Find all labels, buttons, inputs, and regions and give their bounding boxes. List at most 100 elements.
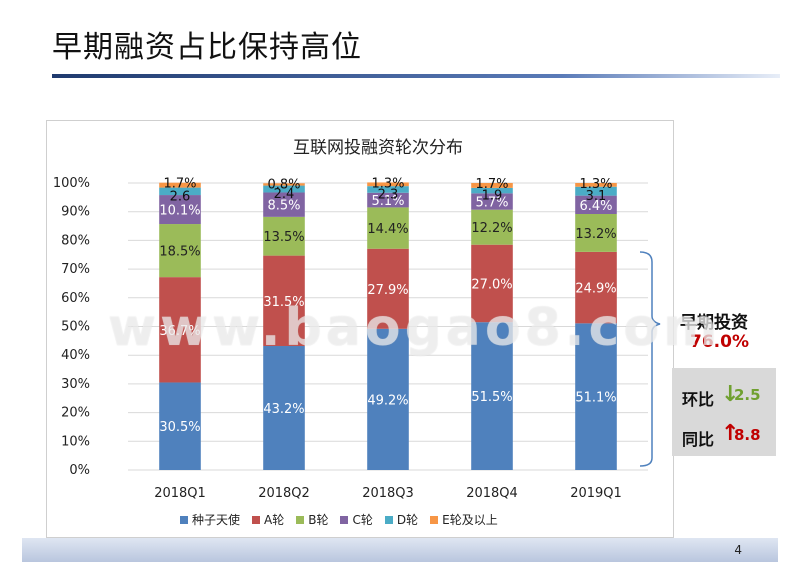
- legend-label: E轮及以上: [442, 513, 498, 527]
- data-label: 2.6: [170, 189, 191, 204]
- data-label: 1.3%: [371, 176, 404, 191]
- y-tick-label: 80%: [61, 233, 90, 248]
- data-label: 51.5%: [471, 390, 512, 405]
- bar-segment: [471, 322, 513, 470]
- bar-segment: [263, 192, 305, 217]
- chart-frame: [46, 120, 674, 538]
- data-label: 1.9: [482, 189, 503, 204]
- legend-item: E轮及以上: [430, 511, 498, 528]
- yoy-value: 8.8: [734, 426, 761, 444]
- x-tick-label: 2018Q3: [362, 486, 414, 501]
- legend-label: C轮: [352, 513, 373, 527]
- y-tick-label: 70%: [61, 262, 90, 277]
- early-investment-value: 76.0%: [690, 332, 749, 352]
- legend-item: A轮: [252, 511, 284, 528]
- bar-segment: [263, 216, 305, 256]
- data-label: 30.5%: [159, 420, 200, 435]
- bar-segment: [575, 195, 617, 214]
- data-label: 10.1%: [159, 204, 200, 219]
- legend-swatch: [384, 515, 393, 524]
- data-label: 49.2%: [367, 393, 408, 408]
- x-tick-label: 2018Q2: [258, 486, 310, 501]
- early-investment-label: 早期投资: [680, 313, 748, 333]
- data-label: 18.5%: [159, 245, 200, 260]
- y-tick-label: 40%: [61, 348, 90, 363]
- legend-swatch: [252, 515, 261, 524]
- bar-segment: [159, 382, 201, 470]
- data-label: 13.2%: [575, 227, 616, 242]
- y-tick-label: 30%: [61, 377, 90, 392]
- data-label: 24.9%: [575, 282, 616, 297]
- side-panel: [672, 368, 776, 456]
- bar-segment: [471, 209, 513, 245]
- footer-band: [22, 538, 778, 562]
- data-label: 2.4: [274, 187, 295, 202]
- legend-item: C轮: [340, 511, 373, 528]
- bar-segment: [471, 244, 513, 323]
- bar-segment: [263, 183, 305, 186]
- legend-swatch: [180, 515, 188, 524]
- chart-title: 互联网投融资轮次分布: [293, 138, 463, 158]
- bar-segment: [263, 346, 305, 470]
- up-arrow-icon: ↑: [721, 421, 740, 446]
- legend-item: D轮: [384, 511, 419, 528]
- legend-item: 种子天使: [180, 511, 240, 528]
- qoq-label: 环比: [682, 390, 715, 409]
- bar-segment: [471, 187, 513, 194]
- slide-title: 早期融资占比保持高位: [52, 30, 362, 65]
- data-label: 13.5%: [263, 230, 304, 245]
- data-label: 12.2%: [471, 221, 512, 236]
- title-rule: [52, 74, 780, 78]
- data-label: 36.7%: [159, 324, 200, 339]
- x-tick-label: 2019Q1: [570, 486, 622, 501]
- data-label: 5.7%: [475, 196, 508, 211]
- legend: 种子天使 A轮 B轮 C轮 D轮 E轮及以上: [180, 511, 498, 528]
- data-label: 27.9%: [367, 283, 408, 298]
- bar-segment: [159, 195, 201, 225]
- legend-label: D轮: [396, 513, 419, 527]
- legend-label: 种子天使: [192, 513, 241, 527]
- bar-segment: [575, 183, 617, 187]
- bar-segment: [575, 323, 617, 470]
- bar-segment: [159, 277, 201, 383]
- data-label: 6.4%: [579, 199, 612, 214]
- y-tick-label: 10%: [61, 434, 90, 449]
- data-label: 2.3: [378, 187, 399, 202]
- data-label: 0.8%: [267, 177, 300, 192]
- bar-segment: [159, 187, 201, 196]
- bar-segment: [159, 224, 201, 278]
- y-tick-label: 20%: [61, 406, 90, 421]
- legend-label: A轮: [264, 513, 285, 527]
- data-label: 1.7%: [475, 177, 508, 192]
- bar-segment: [575, 213, 617, 252]
- y-tick-label: 50%: [61, 320, 90, 335]
- data-label: 43.2%: [263, 402, 304, 417]
- bar-segment: [471, 193, 513, 210]
- legend-item: B轮: [296, 511, 328, 528]
- data-label: 1.3%: [579, 177, 612, 192]
- bar-segment: [575, 186, 617, 196]
- legend-swatch: [296, 515, 305, 524]
- page-number: 4: [734, 543, 742, 557]
- legend-swatch: [430, 515, 439, 524]
- bar-segment: [367, 328, 409, 470]
- bar-segment: [367, 192, 409, 208]
- bar-segment: [575, 251, 617, 324]
- y-tick-label: 100%: [53, 176, 90, 191]
- y-tick-label: 90%: [61, 205, 90, 220]
- bar-segment: [159, 182, 201, 188]
- data-label: 5.1%: [371, 194, 404, 209]
- bar-segment: [367, 207, 409, 249]
- legend-label: B轮: [308, 513, 329, 527]
- data-label: 3.1: [586, 189, 607, 204]
- data-label: 51.1%: [575, 391, 616, 406]
- bar-segment: [367, 186, 409, 193]
- yoy-label: 同比: [682, 430, 715, 449]
- data-label: 1.7%: [163, 177, 196, 192]
- early-investment-bracket: [639, 251, 661, 467]
- data-label: 14.4%: [367, 222, 408, 237]
- bar-segment: [263, 255, 305, 347]
- y-tick-label: 0%: [69, 463, 90, 478]
- x-tick-label: 2018Q4: [466, 486, 518, 501]
- data-label: 31.5%: [263, 295, 304, 310]
